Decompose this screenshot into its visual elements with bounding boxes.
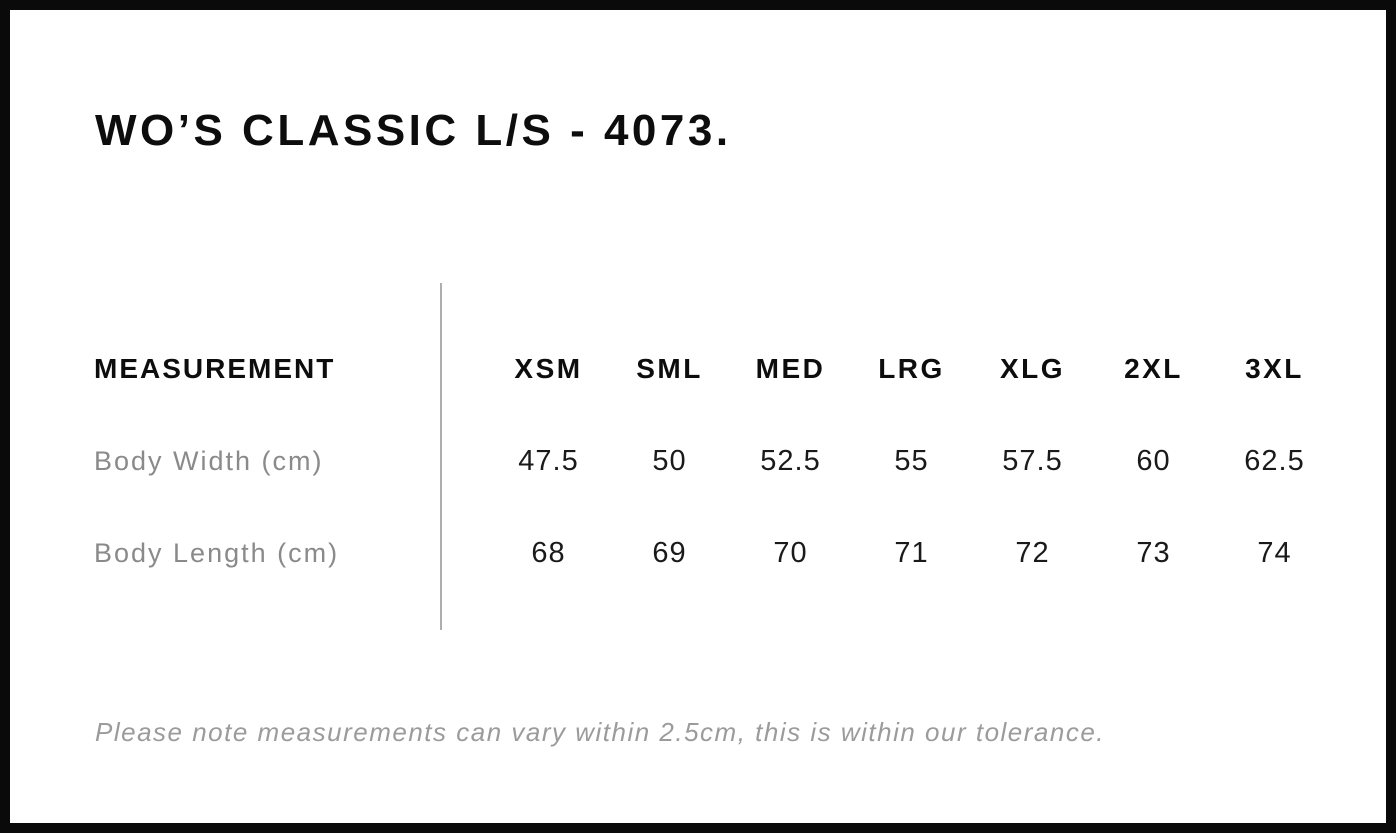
body-width-xsm-value: 47.5 bbox=[518, 444, 579, 477]
body-length-2xl-value: 73 bbox=[1136, 536, 1171, 569]
body-length-3xl-value: 74 bbox=[1257, 536, 1292, 569]
table-divider-line bbox=[440, 283, 442, 630]
column-header-xlg: XLG bbox=[999, 353, 1066, 384]
column-header-2xl: 2XL bbox=[1124, 353, 1183, 384]
body-width-3xl-value: 62.5 bbox=[1244, 444, 1305, 477]
body-width-2xl-value: 60 bbox=[1136, 444, 1171, 477]
column-header-lrg: LRG bbox=[878, 353, 945, 384]
row-label-body-width: Body Width (cm) bbox=[94, 445, 324, 476]
body-length-xsm-value: 68 bbox=[531, 536, 566, 569]
body-length-med-value: 70 bbox=[773, 536, 808, 569]
size-table: MEASUREMENT XSM SML MED LRG XLG 2XL 3XL … bbox=[94, 283, 1335, 630]
body-width-xlg-value: 57.5 bbox=[1002, 444, 1063, 477]
column-header-3xl: 3XL bbox=[1245, 353, 1304, 384]
body-width-med-value: 52.5 bbox=[760, 444, 821, 477]
table-row-body-width: Body Width (cm) 47.5 50 52.5 55 57.5 60 … bbox=[94, 415, 1335, 507]
body-length-lrg-value: 71 bbox=[894, 536, 929, 569]
page-title: WO’S CLASSIC L/S - 4073. bbox=[95, 106, 732, 155]
row-label-body-length: Body Length (cm) bbox=[94, 537, 340, 568]
body-width-lrg-value: 55 bbox=[894, 444, 929, 477]
tolerance-note: Please note measurements can vary within… bbox=[95, 717, 1106, 747]
column-header-med: MED bbox=[755, 353, 826, 384]
table-header-row: MEASUREMENT XSM SML MED LRG XLG 2XL 3XL bbox=[94, 323, 1335, 415]
column-header-measurement: MEASUREMENT bbox=[94, 353, 336, 384]
table-row-body-length: Body Length (cm) 68 69 70 71 72 73 74 bbox=[94, 507, 1335, 599]
body-length-xlg-value: 72 bbox=[1015, 536, 1050, 569]
body-length-sml-value: 69 bbox=[652, 536, 687, 569]
column-header-sml: SML bbox=[636, 353, 703, 384]
column-header-xsm: XSM bbox=[514, 353, 583, 384]
body-width-sml-value: 50 bbox=[652, 444, 687, 477]
